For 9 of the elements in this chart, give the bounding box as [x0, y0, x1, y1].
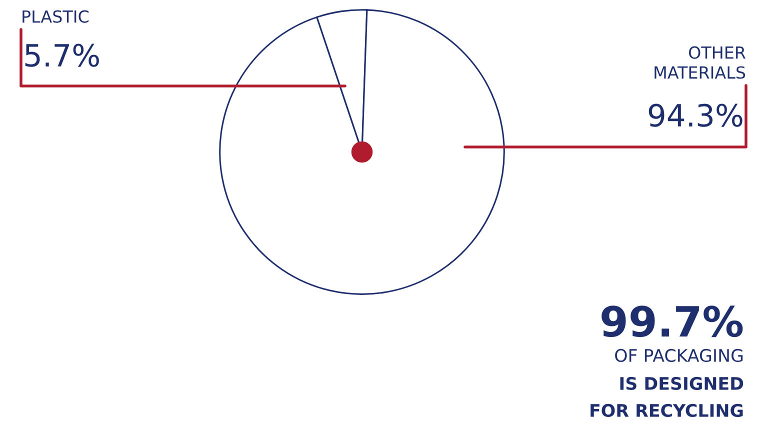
text: 99.7%	[602, 306, 743, 338]
data-label: 5.7%	[25, 44, 99, 67]
slice-label: OTHER MATERIALS	[654, 46, 746, 79]
slice-label: PLASTIC	[22, 10, 89, 23]
pie-slice	[219, 9, 505, 295]
data-label: 94.3%	[648, 104, 742, 127]
text: FOR RECYCLING	[590, 404, 743, 418]
text: IS DESIGNED	[620, 376, 744, 390]
text: OF PACKAGING	[615, 348, 743, 362]
